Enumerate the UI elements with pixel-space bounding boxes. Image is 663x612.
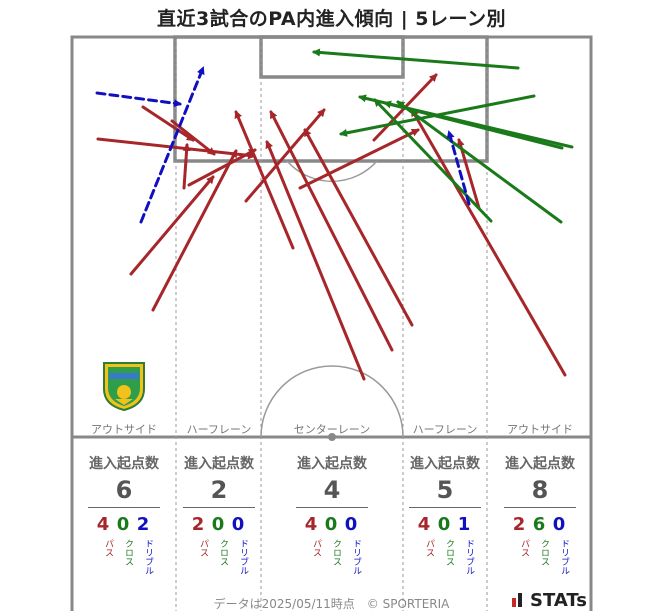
- pass-arrow-2: [96, 137, 256, 160]
- arrows-group: [95, 48, 574, 381]
- penalty-area: [173, 35, 489, 163]
- lane-label-outside-right: アウトサイド: [507, 423, 573, 436]
- lane-2-pass-count: 4: [304, 514, 318, 535]
- lane-4-pass-label: パス: [519, 539, 529, 557]
- brand-text: STATs: [530, 590, 587, 611]
- pass-arrow-14: [456, 138, 481, 210]
- lane-4-dribble-count: 0: [552, 514, 566, 535]
- lane-0-pass-label: パス: [103, 539, 113, 557]
- lane-2-cross-count: 0: [324, 514, 338, 535]
- lane-0-dribble-label: ドリブル: [143, 539, 153, 575]
- pass-arrow-1: [129, 175, 215, 276]
- pass-arrow-4: [141, 105, 195, 142]
- lane-3-cross-label: クロス: [444, 539, 454, 566]
- lane-3-dribble-count: 1: [457, 514, 471, 535]
- lane-2-pass-label: パス: [311, 539, 321, 557]
- lane-1-dribble-label: ドリブル: [238, 539, 248, 575]
- lane-4-cross-label: クロス: [539, 539, 549, 566]
- lane-3-pass-label: パス: [424, 539, 434, 557]
- lane-2-total: 4: [323, 476, 341, 504]
- lane-0-cross-count: 0: [116, 514, 130, 535]
- lane-3-head: 進入起点数: [410, 456, 480, 472]
- lane-label-center: センターレーン: [293, 423, 371, 436]
- lane-label-outside-left: アウトサイド: [91, 423, 157, 436]
- pass-arrow-9: [265, 140, 366, 381]
- lane-1-pass-count: 2: [191, 514, 205, 535]
- lane-0-total: 6: [115, 476, 133, 504]
- footer-note: データは2025/05/11時点 © SPORTERIA: [213, 597, 450, 611]
- team-logo: [103, 362, 145, 411]
- lane-3-rule: [409, 507, 481, 508]
- lane-2-dribble-count: 0: [344, 514, 358, 535]
- dribble-arrow-22: [95, 91, 182, 108]
- lane-4-cross-count: 6: [532, 514, 546, 535]
- pass-arrow-5: [182, 143, 191, 190]
- pass-arrow-10: [269, 110, 394, 352]
- dribble-arrow-23: [139, 66, 205, 224]
- brand-logo: STATs: [512, 590, 587, 611]
- cross-arrow-20: [373, 98, 493, 223]
- dribble-arrow-24: [446, 130, 471, 206]
- lane-0-head: 進入起点数: [89, 456, 159, 472]
- pass-arrow-15: [298, 128, 420, 190]
- lane-label-halfspace-left: ハーフレーン: [186, 423, 252, 436]
- lane-3-pass-count: 4: [417, 514, 431, 535]
- lane-2-head: 進入起点数: [297, 456, 367, 472]
- chart-title: 直近3試合のPA内進入傾向 | 5レーン別: [156, 8, 507, 30]
- pass-arrow-13: [410, 108, 567, 377]
- lane-4-pass-count: 2: [512, 514, 526, 535]
- lane-3-cross-count: 0: [437, 514, 451, 535]
- lane-1-total: 2: [210, 476, 228, 504]
- lane-2-rule: [296, 507, 368, 508]
- lane-4-rule: [504, 507, 576, 508]
- lane-2-dribble-label: ドリブル: [351, 539, 361, 575]
- lane-4-head: 進入起点数: [505, 456, 575, 472]
- lane-0-cross-label: クロス: [123, 539, 133, 566]
- lane-1-dribble-count: 0: [231, 514, 245, 535]
- pass-arrow-8: [234, 110, 295, 250]
- lane-label-halfspace-right: ハーフレーン: [412, 423, 478, 436]
- lane-4-total: 8: [531, 476, 549, 504]
- cross-arrow-21: [396, 100, 563, 224]
- brand-mark-icon: [512, 593, 522, 607]
- lane-0-pass-count: 4: [96, 514, 110, 535]
- lane-0-rule: [88, 507, 160, 508]
- center-spot: [328, 433, 336, 441]
- lane-3-total: 5: [436, 476, 454, 504]
- lane-0-dribble-count: 2: [136, 514, 150, 535]
- lane-1-rule: [183, 507, 255, 508]
- lane-1-cross-label: クロス: [218, 539, 228, 566]
- lane-3-dribble-label: ドリブル: [464, 539, 474, 575]
- lane-4-dribble-label: ドリブル: [559, 539, 569, 575]
- lane-1-pass-label: パス: [198, 539, 208, 557]
- cross-arrow-19: [383, 100, 564, 150]
- pass-arrow-0: [151, 149, 238, 312]
- goal-area: [259, 35, 405, 79]
- cross-arrow-16: [312, 48, 520, 70]
- pass-arrow-6: [187, 148, 257, 187]
- lane-2-cross-label: クロス: [331, 539, 341, 566]
- pass-arrow-7: [244, 108, 326, 203]
- center-circle: [260, 365, 404, 438]
- lane-1-cross-count: 0: [211, 514, 225, 535]
- pass-arrow-11: [303, 128, 414, 327]
- lane-1-head: 進入起点数: [184, 456, 254, 472]
